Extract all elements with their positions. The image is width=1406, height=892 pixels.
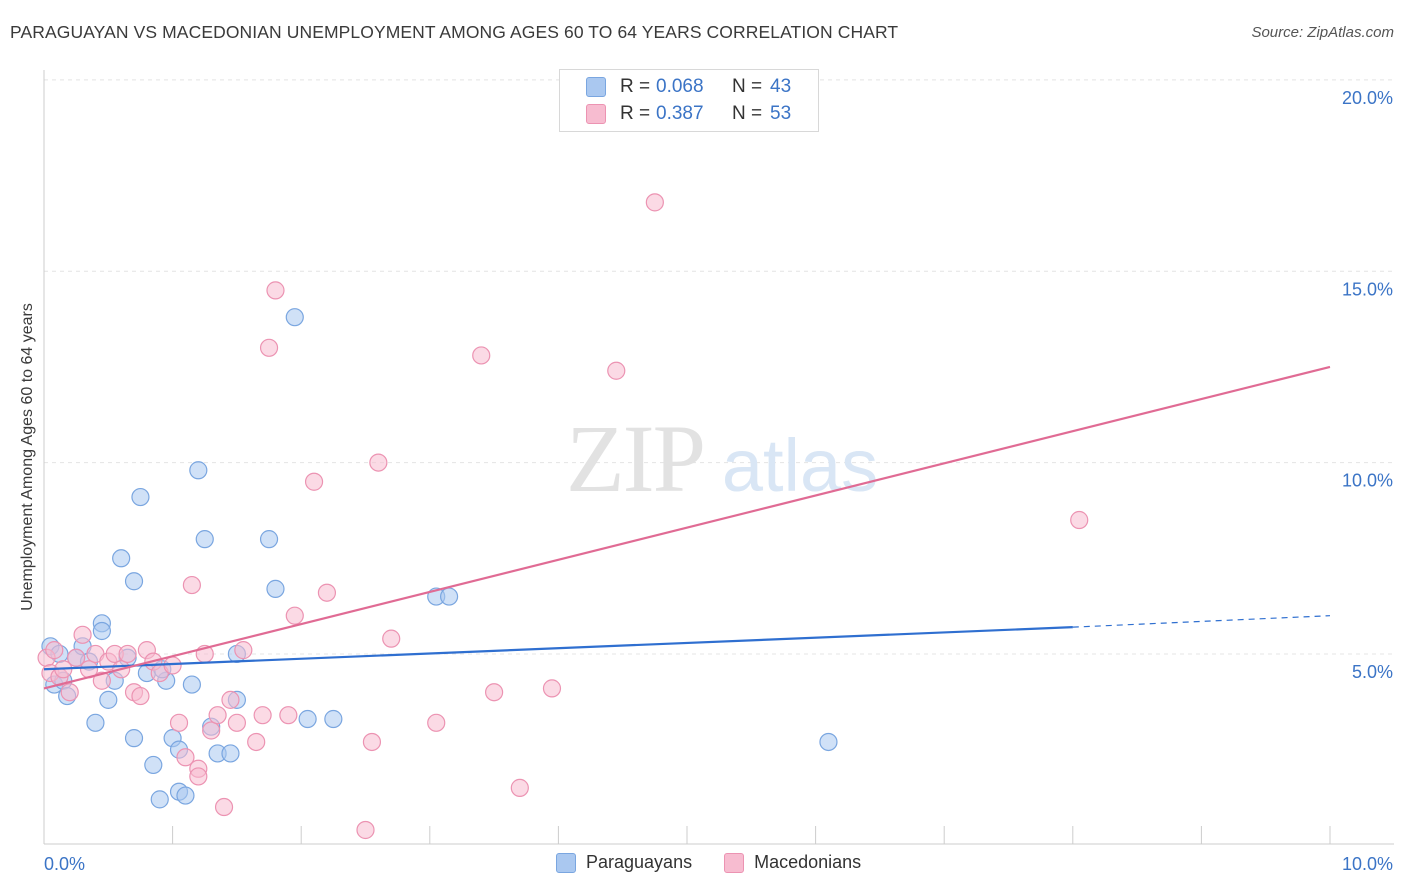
- paraguayans-point: [189, 461, 208, 480]
- watermark: ZIP atlas: [566, 405, 878, 512]
- macedonians-point: [510, 778, 529, 797]
- macedonians-point: [208, 706, 227, 725]
- paraguayans-point: [124, 729, 144, 748]
- legend-row-macedonians: R = 0.387 N = 53: [586, 102, 791, 126]
- y-tick-label: 15.0%: [1342, 279, 1393, 299]
- paraguayans-point: [150, 790, 169, 809]
- macedonians-point: [221, 690, 240, 709]
- macedonians-point: [169, 713, 189, 732]
- paraguayans-trend-line: [43, 626, 1073, 671]
- macedonians-point: [227, 713, 246, 732]
- chart-title: PARAGUAYAN VS MACEDONIAN UNEMPLOYMENT AM…: [10, 22, 899, 42]
- macedonians-point: [92, 671, 111, 690]
- paraguayans-point: [92, 621, 111, 641]
- n-value: 53: [770, 103, 792, 124]
- macedonians-point: [163, 656, 182, 675]
- n-value: 43: [770, 76, 792, 97]
- macedonians-point: [131, 686, 150, 706]
- paraguayans-point: [439, 587, 459, 606]
- paraguayans-trend-extension: [1072, 615, 1331, 628]
- macedonians-swatch: [586, 104, 606, 124]
- trend-lines: [43, 365, 1331, 690]
- legend-row-paraguayans: R = 0.068 N = 43: [586, 75, 791, 99]
- macedonians-point: [45, 641, 64, 660]
- macedonians-point: [382, 629, 401, 648]
- macedonians-point: [67, 648, 86, 667]
- macedonians-point: [362, 732, 382, 752]
- tick-labels: 5.0% 10.0% 15.0% 20.0% 0.0% 10.0%: [44, 88, 1393, 874]
- macedonians-point: [427, 713, 446, 732]
- paraguayans-point: [259, 530, 279, 549]
- paraguayans-point: [86, 713, 105, 732]
- watermark-atlas: atlas: [722, 424, 878, 507]
- series-legend: Paraguayans Macedonians: [556, 852, 893, 873]
- watermark-zip: ZIP: [566, 405, 704, 512]
- x-tick-label: 0.0%: [44, 854, 85, 874]
- paraguayans-point: [285, 308, 304, 327]
- y-tick-label: 20.0%: [1342, 88, 1393, 108]
- macedonians-point: [253, 706, 272, 725]
- macedonians-point: [369, 453, 388, 472]
- macedonians-point: [279, 706, 298, 725]
- macedonians-point: [607, 361, 626, 380]
- r-value: 0.387: [656, 103, 704, 124]
- macedonians-point: [234, 641, 253, 660]
- paraguayans-point: [144, 755, 163, 775]
- legend-label-paraguayans: Paraguayans: [586, 852, 693, 872]
- r-value: 0.068: [656, 76, 704, 97]
- macedonians-trend-line: [43, 365, 1331, 690]
- macedonians-point: [304, 472, 324, 491]
- macedonians-point: [73, 625, 92, 644]
- paraguayans-point: [266, 579, 285, 598]
- r-label: R =: [620, 76, 651, 97]
- gridlines: [44, 79, 1394, 655]
- paraguayans-point: [324, 709, 343, 729]
- macedonians-point: [259, 338, 279, 357]
- paraguayans-point: [819, 732, 838, 752]
- macedonians-point: [60, 683, 79, 702]
- macedonians-point: [485, 683, 504, 702]
- macedonians-point: [202, 721, 221, 740]
- macedonians-swatch: [724, 852, 745, 873]
- x-tick-label: 10.0%: [1342, 854, 1393, 874]
- paraguayans-swatch: [586, 77, 606, 97]
- paraguayans-point: [221, 744, 240, 763]
- data-points: [37, 193, 1089, 840]
- paraguayans-point: [182, 675, 201, 694]
- paraguayans-point: [195, 530, 214, 549]
- paraguayans-swatch: [556, 852, 576, 873]
- macedonians-point: [317, 583, 337, 602]
- paraguayans-point: [176, 786, 195, 805]
- legend-item-paraguayans: Paraguayans: [556, 852, 692, 873]
- paraguayans-point: [298, 709, 317, 729]
- axes: [43, 70, 1394, 845]
- paraguayans-point: [124, 572, 144, 591]
- macedonians-point: [645, 193, 664, 212]
- macedonians-point: [356, 820, 375, 840]
- paraguayans-point: [112, 549, 131, 568]
- y-tick-label: 10.0%: [1342, 471, 1393, 491]
- n-label: N =: [732, 76, 763, 97]
- source-label: Source: ZipAtlas.com: [1251, 24, 1394, 41]
- macedonians-point: [285, 606, 304, 625]
- paraguayans-point: [131, 487, 150, 507]
- macedonians-point: [1070, 510, 1089, 530]
- macedonians-point: [247, 732, 266, 752]
- macedonians-point: [214, 797, 234, 817]
- macedonians-point: [118, 644, 137, 664]
- r-label: R =: [620, 103, 651, 124]
- macedonians-point: [542, 679, 562, 698]
- n-label: N =: [732, 103, 763, 124]
- macedonians-point: [189, 767, 208, 786]
- paraguayans-point: [99, 690, 118, 709]
- correlation-legend: R = 0.068 N = 43 R = 0.387 N = 53: [559, 69, 819, 132]
- macedonians-point: [176, 748, 195, 767]
- legend-label-macedonians: Macedonians: [754, 852, 862, 872]
- macedonians-point: [182, 575, 201, 595]
- macedonians-point: [266, 281, 285, 300]
- macedonians-point: [472, 346, 491, 365]
- y-tick-label: 5.0%: [1352, 662, 1393, 682]
- legend-item-macedonians: Macedonians: [724, 852, 861, 873]
